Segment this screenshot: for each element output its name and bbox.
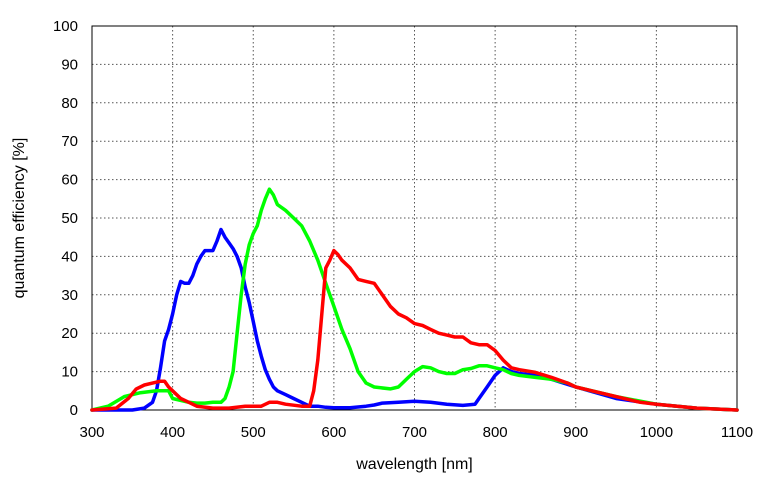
x-axis-label: wavelength [nm] [355, 456, 473, 473]
y-tick-label: 40 [61, 248, 78, 265]
y-tick-label: 100 [53, 18, 78, 35]
x-tick-labels: 300 400 500 600 700 800 900 1000 1100 [79, 424, 753, 441]
x-tick-label: 1000 [640, 424, 673, 441]
y-tick-label: 80 [61, 95, 78, 112]
y-tick-label: 60 [61, 172, 78, 189]
series-line-0 [90, 227, 739, 412]
y-tick-labels: 0 10 20 30 40 50 60 70 80 90 100 [53, 18, 78, 419]
series-line-2 [90, 248, 739, 412]
x-tick-label: 600 [321, 424, 346, 441]
grid-lines [92, 26, 737, 410]
x-tick-label: 1100 [721, 424, 753, 441]
x-tick-label: 300 [79, 424, 104, 441]
series-layer [90, 187, 739, 412]
x-tick-label: 900 [563, 424, 588, 441]
y-tick-label: 0 [70, 402, 78, 419]
y-tick-label: 10 [61, 364, 78, 381]
y-tick-label: 90 [61, 56, 78, 73]
y-axis-label: quantum efficiency [%] [11, 138, 28, 299]
y-tick-label: 30 [61, 287, 78, 304]
x-tick-label: 700 [402, 424, 427, 441]
x-tick-label: 500 [241, 424, 266, 441]
series-line-1 [90, 187, 739, 412]
y-tick-label: 70 [61, 133, 78, 150]
x-tick-label: 800 [483, 424, 508, 441]
x-tick-label: 400 [160, 424, 185, 441]
y-tick-label: 20 [61, 325, 78, 342]
y-tick-label: 50 [61, 210, 78, 227]
plot-frame [91, 25, 738, 411]
